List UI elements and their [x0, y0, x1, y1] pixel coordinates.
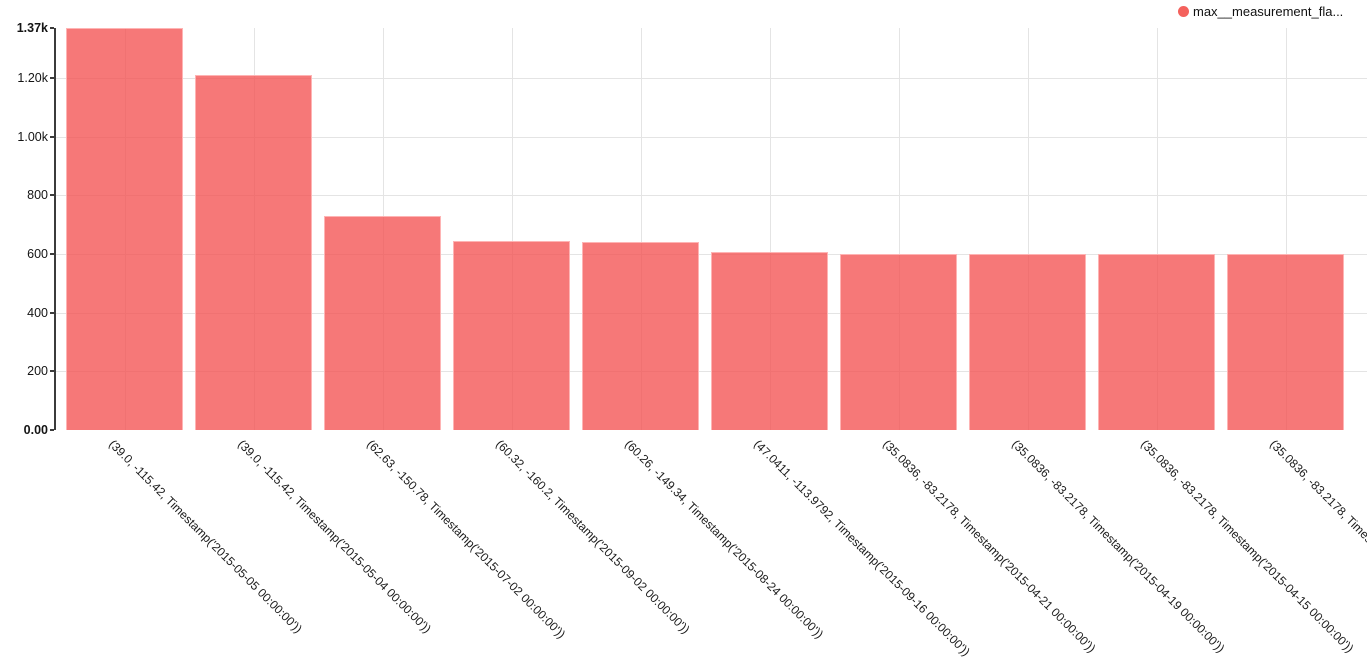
x-tick-label: (60.26, -149.34, Timestamp('2015-08-24 0…: [621, 437, 826, 642]
plot-area: 1.37k 1.20k 1.00k 800 600 400 200 0.00 (39.0, -1…: [16, 21, 1367, 659]
bar[interactable]: [1227, 253, 1344, 430]
v-gridline: [898, 28, 900, 430]
y-axis-tick: [50, 27, 54, 29]
y-axis-tick: [50, 252, 54, 255]
y-axis-tick: [50, 135, 54, 138]
bar[interactable]: [711, 251, 828, 430]
y-tick-label: 1.20k: [17, 70, 48, 85]
v-gridline: [1285, 28, 1287, 430]
legend-item[interactable]: max__measurement_fla...: [1178, 4, 1343, 19]
x-tick-label: (47.0411, -113.9792, Timestamp('2015-09-…: [750, 437, 973, 659]
y-axis-tick: [50, 311, 54, 314]
v-gridline: [769, 28, 771, 430]
h-gridline: [54, 312, 1367, 314]
bar[interactable]: [582, 242, 699, 430]
y-tick-label: 400: [27, 305, 48, 320]
h-gridline: [54, 136, 1367, 138]
x-tick-label: (62.63, -150.78, Timestamp('2015-07-02 0…: [363, 437, 568, 642]
legend-series-label: max__measurement_fla...: [1193, 4, 1344, 19]
bar[interactable]: [1098, 253, 1215, 430]
y-axis-line: [54, 28, 56, 430]
y-tick-label: 800: [27, 188, 48, 203]
x-tick-label: (35.0836, -83.2178, Timestamp('2015-04-2…: [879, 437, 1098, 656]
h-gridline: [54, 195, 1367, 197]
y-tick-label: 1.37k: [16, 21, 48, 35]
y-tick-label: 200: [27, 364, 48, 379]
bar[interactable]: [324, 215, 441, 430]
bar[interactable]: [969, 253, 1086, 430]
h-gridline: [54, 371, 1367, 373]
x-tick-label: (35.0836, -83.2178, Timestamp('2015-04-1…: [1137, 437, 1356, 656]
h-gridline: [54, 77, 1367, 79]
bar[interactable]: [840, 253, 957, 430]
y-tick-label: 1.00k: [17, 129, 48, 144]
v-gridline: [1156, 28, 1158, 430]
bar[interactable]: [66, 28, 183, 430]
bar[interactable]: [195, 74, 312, 430]
y-tick-label: 600: [27, 246, 48, 261]
v-gridline: [511, 28, 513, 430]
y-tick-label: 0.00: [23, 423, 48, 437]
y-axis-tick: [50, 370, 54, 373]
h-gridline: [54, 253, 1367, 255]
bar[interactable]: [453, 240, 570, 430]
y-axis-tick: [50, 194, 54, 197]
x-tick-label: (35.0836, -83.2178, Timestamp('2015-04-1…: [1008, 437, 1227, 656]
legend-marker-icon: [1178, 6, 1189, 17]
v-gridline: [640, 28, 642, 430]
y-axis-tick: [50, 429, 54, 431]
v-gridline: [1027, 28, 1029, 430]
y-axis-tick: [50, 76, 54, 79]
